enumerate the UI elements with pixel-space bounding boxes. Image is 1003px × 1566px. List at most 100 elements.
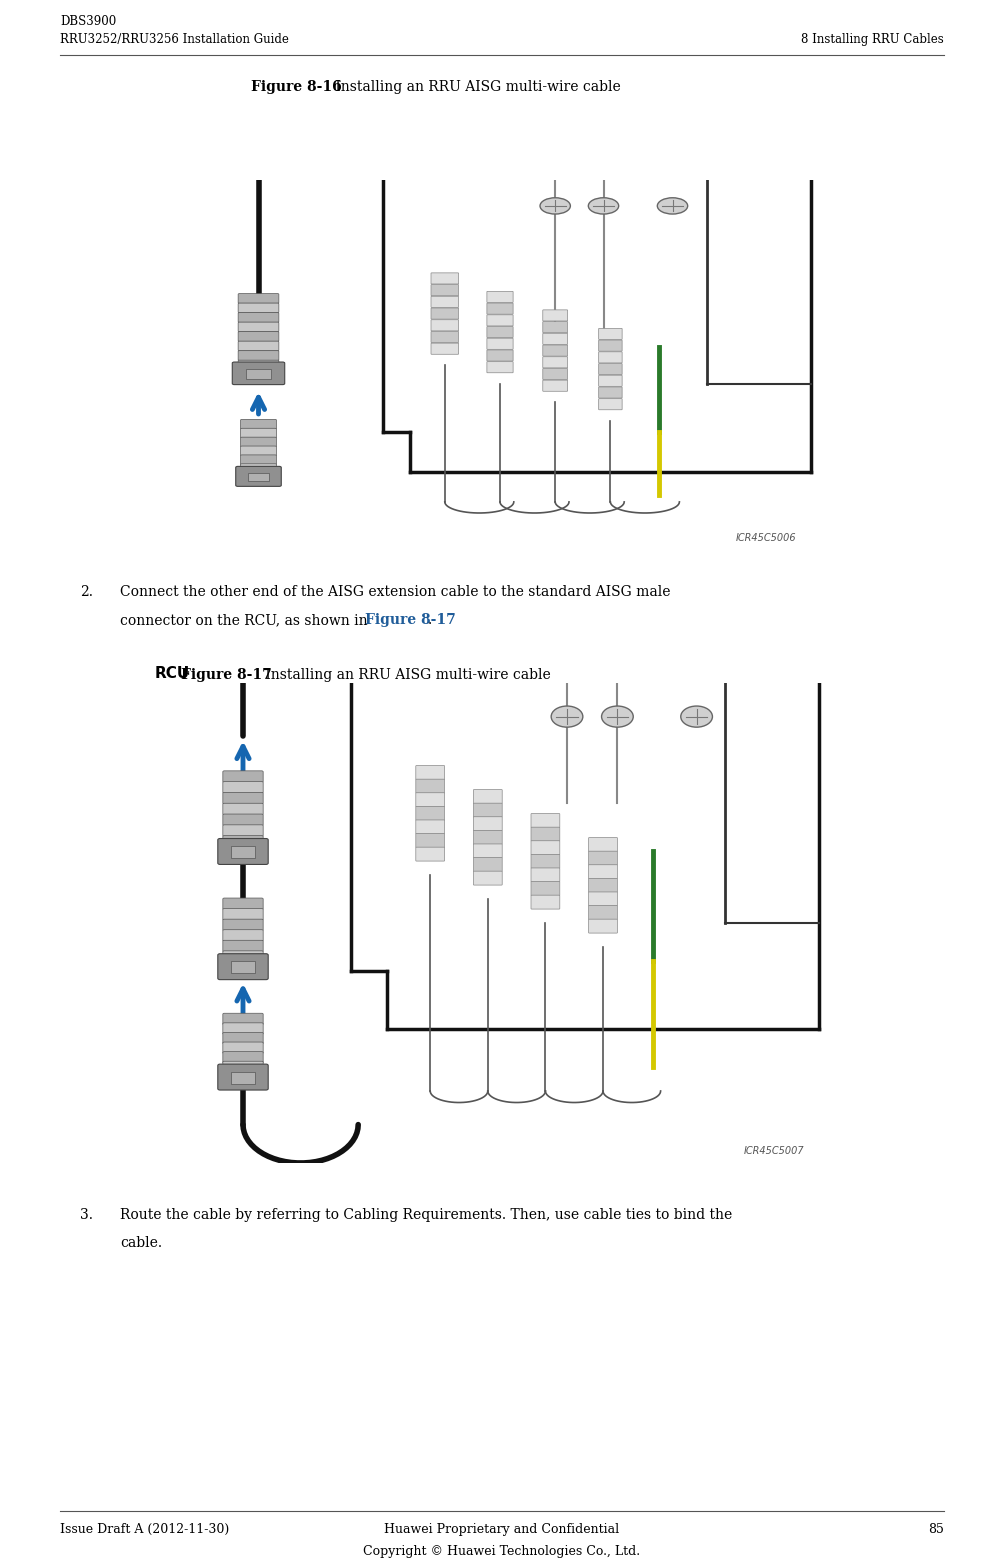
FancyBboxPatch shape	[223, 1013, 263, 1024]
FancyBboxPatch shape	[223, 951, 263, 963]
FancyBboxPatch shape	[430, 343, 458, 354]
FancyBboxPatch shape	[588, 838, 617, 852]
FancyBboxPatch shape	[223, 1032, 263, 1045]
FancyBboxPatch shape	[598, 352, 622, 363]
FancyBboxPatch shape	[238, 332, 279, 341]
FancyBboxPatch shape	[543, 334, 567, 345]
FancyBboxPatch shape	[486, 327, 513, 338]
FancyBboxPatch shape	[588, 879, 617, 893]
FancyBboxPatch shape	[223, 930, 263, 941]
FancyBboxPatch shape	[531, 868, 560, 882]
Text: cable.: cable.	[120, 1236, 161, 1250]
FancyBboxPatch shape	[223, 1052, 263, 1063]
FancyBboxPatch shape	[415, 792, 444, 806]
FancyBboxPatch shape	[238, 351, 279, 360]
FancyBboxPatch shape	[238, 293, 279, 304]
Bar	[232, 1073, 255, 1084]
FancyBboxPatch shape	[486, 304, 513, 315]
Circle shape	[588, 197, 618, 215]
FancyBboxPatch shape	[588, 852, 617, 864]
FancyBboxPatch shape	[223, 836, 263, 847]
Text: Route the cable by referring to Cabling Requirements. Then, use cable ties to bi: Route the cable by referring to Cabling …	[120, 1207, 731, 1221]
FancyBboxPatch shape	[430, 285, 458, 296]
Text: Installing an RRU AISG multi-wire cable: Installing an RRU AISG multi-wire cable	[331, 80, 620, 94]
FancyBboxPatch shape	[486, 315, 513, 326]
Text: RCU: RCU	[154, 666, 190, 681]
FancyBboxPatch shape	[598, 387, 622, 398]
FancyBboxPatch shape	[531, 855, 560, 868]
Bar	[248, 473, 269, 481]
FancyBboxPatch shape	[415, 766, 444, 780]
Bar	[232, 962, 255, 972]
Text: Figure 8-17: Figure 8-17	[181, 669, 271, 683]
FancyBboxPatch shape	[223, 1041, 263, 1054]
FancyBboxPatch shape	[543, 310, 567, 321]
FancyBboxPatch shape	[238, 341, 279, 351]
FancyBboxPatch shape	[473, 858, 502, 872]
FancyBboxPatch shape	[236, 467, 281, 487]
Text: 85: 85	[927, 1524, 943, 1536]
FancyBboxPatch shape	[543, 368, 567, 379]
Circle shape	[551, 706, 583, 727]
FancyBboxPatch shape	[543, 321, 567, 332]
Circle shape	[540, 197, 570, 215]
Text: 3.: 3.	[80, 1207, 93, 1221]
FancyBboxPatch shape	[531, 882, 560, 896]
FancyBboxPatch shape	[473, 871, 502, 885]
FancyBboxPatch shape	[241, 454, 276, 465]
FancyBboxPatch shape	[223, 781, 263, 792]
FancyBboxPatch shape	[223, 814, 263, 825]
FancyBboxPatch shape	[430, 309, 458, 319]
FancyBboxPatch shape	[223, 803, 263, 814]
FancyBboxPatch shape	[241, 464, 276, 473]
Text: 2.: 2.	[80, 586, 93, 600]
Text: Connect the other end of the AISG extension cable to the standard AISG male: Connect the other end of the AISG extens…	[120, 586, 670, 600]
FancyBboxPatch shape	[430, 272, 458, 283]
FancyBboxPatch shape	[241, 420, 276, 429]
FancyBboxPatch shape	[238, 323, 279, 332]
FancyBboxPatch shape	[543, 345, 567, 355]
FancyBboxPatch shape	[430, 332, 458, 343]
FancyBboxPatch shape	[531, 896, 560, 910]
Bar	[232, 846, 255, 858]
Text: RRU3252/RRU3256 Installation Guide: RRU3252/RRU3256 Installation Guide	[60, 33, 289, 45]
FancyBboxPatch shape	[223, 825, 263, 836]
FancyBboxPatch shape	[598, 376, 622, 387]
FancyBboxPatch shape	[238, 304, 279, 313]
FancyBboxPatch shape	[232, 362, 285, 385]
Text: ICR45C5006: ICR45C5006	[735, 532, 796, 542]
FancyBboxPatch shape	[238, 313, 279, 323]
Text: Figure 8-16: Figure 8-16	[251, 80, 341, 94]
Text: Huawei Proprietary and Confidential: Huawei Proprietary and Confidential	[384, 1524, 619, 1536]
FancyBboxPatch shape	[430, 319, 458, 330]
FancyBboxPatch shape	[588, 905, 617, 919]
Text: Figure 8-17: Figure 8-17	[364, 612, 455, 626]
FancyBboxPatch shape	[223, 919, 263, 930]
FancyBboxPatch shape	[223, 792, 263, 803]
FancyBboxPatch shape	[588, 919, 617, 933]
FancyBboxPatch shape	[486, 338, 513, 349]
FancyBboxPatch shape	[588, 893, 617, 905]
FancyBboxPatch shape	[473, 844, 502, 858]
FancyBboxPatch shape	[241, 446, 276, 456]
FancyBboxPatch shape	[531, 841, 560, 855]
FancyBboxPatch shape	[543, 381, 567, 392]
Circle shape	[657, 197, 687, 215]
Text: Installing an RRU AISG multi-wire cable: Installing an RRU AISG multi-wire cable	[261, 669, 550, 683]
Text: Copyright © Huawei Technologies Co., Ltd.: Copyright © Huawei Technologies Co., Ltd…	[363, 1546, 640, 1558]
FancyBboxPatch shape	[473, 830, 502, 844]
FancyBboxPatch shape	[223, 908, 263, 921]
FancyBboxPatch shape	[218, 1065, 268, 1090]
FancyBboxPatch shape	[598, 363, 622, 374]
FancyBboxPatch shape	[415, 780, 444, 792]
Circle shape	[601, 706, 633, 727]
FancyBboxPatch shape	[486, 349, 513, 362]
FancyBboxPatch shape	[598, 329, 622, 340]
FancyBboxPatch shape	[415, 821, 444, 833]
Circle shape	[680, 706, 712, 727]
FancyBboxPatch shape	[415, 847, 444, 861]
FancyBboxPatch shape	[473, 789, 502, 803]
FancyBboxPatch shape	[223, 1062, 263, 1073]
Text: DBS3900: DBS3900	[60, 16, 116, 28]
FancyBboxPatch shape	[223, 1023, 263, 1035]
